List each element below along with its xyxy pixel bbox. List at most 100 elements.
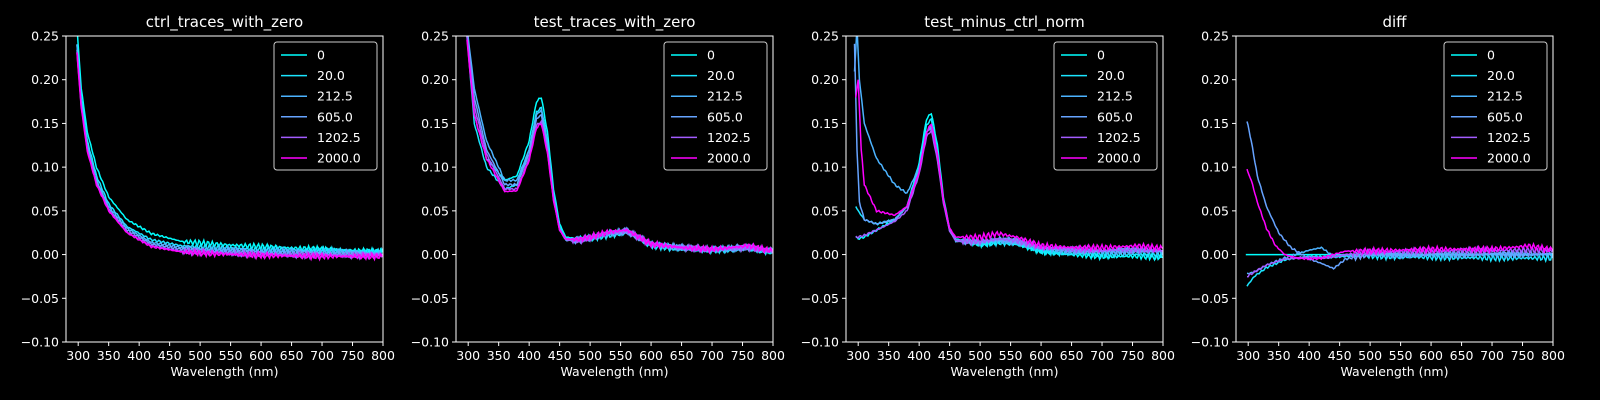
x-tick-label: 450 [938,348,962,363]
y-tick-label: −0.10 [411,335,449,350]
y-tick-label: 0.00 [811,247,839,262]
x-tick-label: 800 [761,348,785,363]
y-tick-label: 0.25 [1201,29,1229,44]
legend-entry: 2000.0 [1487,151,1531,166]
series-line-2000-0 [466,39,773,255]
y-tick-label: 0.25 [811,29,839,44]
y-tick-label: 0.10 [421,160,449,175]
x-axis-label: Wavelength (nm) [951,364,1059,379]
x-axis-label: Wavelength (nm) [561,364,669,379]
x-tick-label: 450 [1328,348,1352,363]
legend-entry: 20.0 [1097,68,1125,83]
y-tick-label: 0.00 [421,247,449,262]
y-tick-label: 0.05 [421,203,449,218]
legend-entry: 212.5 [707,89,743,104]
x-tick-label: 350 [97,348,121,363]
series-group [853,36,1163,262]
x-tick-label: 750 [1121,348,1145,363]
legend: 0 20.0 212.5 605.0 1202.5 2000.0 [663,41,768,171]
y-tick-label: −0.10 [801,335,839,350]
y-tick-label: 0.10 [811,160,839,175]
x-tick-label: 700 [700,348,724,363]
y-tick-label: 0.10 [1201,160,1229,175]
y-tick-label: 0.25 [31,29,59,44]
legend-entry: 212.5 [1487,89,1523,104]
x-tick-label: 400 [1297,348,1321,363]
chart-panel-1: ctrl_traces_with_zero −0.10 −0.05 0.00 0.05 0… [21,13,395,379]
x-tick-label: 700 [310,348,334,363]
axes-frame [845,35,1164,343]
x-tick-label: 400 [517,348,541,363]
legend-entry: 1202.5 [707,130,751,145]
legend-entry: 2000.0 [317,151,361,166]
legend-entry: 20.0 [317,68,345,83]
x-tick-label: 500 [188,348,212,363]
x-tick-label: 650 [280,348,304,363]
axes-frame [1235,35,1554,343]
legend-entry: 1202.5 [1487,130,1531,145]
x-tick-label: 700 [1480,348,1504,363]
legend-entry: 1202.5 [1097,130,1141,145]
x-tick-label: 550 [219,348,243,363]
y-tick-label: −0.05 [21,291,59,306]
chart-panel-2: test_traces_with_zero −0.10 −0.05 0.00 0.05 0… [411,13,785,379]
x-tick-label: 300 [1236,348,1260,363]
chart-title: test_traces_with_zero [534,13,696,32]
legend-entry: 605.0 [707,109,743,124]
legend-entry: 605.0 [1097,109,1133,124]
x-tick-label: 300 [846,348,870,363]
x-tick-label: 750 [341,348,365,363]
legend: 0 20.0 212.5 605.0 1202.5 2000.0 [1443,41,1548,171]
y-tick-label: 0.25 [421,29,449,44]
y-tick-label: 0.05 [31,203,59,218]
y-tick-label: −0.10 [1191,335,1229,350]
series-group [466,36,773,257]
x-tick-label: 700 [1090,348,1114,363]
x-tick-label: 450 [158,348,182,363]
series-group [76,36,383,262]
series-line-2000-0 [1246,168,1553,261]
x-tick-label: 500 [968,348,992,363]
x-tick-label: 450 [548,348,572,363]
legend-entry: 0 [317,48,325,63]
legend: 0 20.0 212.5 605.0 1202.5 2000.0 [273,41,378,171]
series-line-0 [76,36,383,257]
x-tick-label: 500 [578,348,602,363]
legend-entry: 1202.5 [317,130,361,145]
legend-entry: 0 [707,48,715,63]
legend-entry: 0 [1487,48,1495,63]
x-tick-label: 750 [731,348,755,363]
x-tick-label: 600 [1419,348,1443,363]
x-tick-label: 350 [487,348,511,363]
x-axis-label: Wavelength (nm) [171,364,279,379]
x-tick-label: 300 [66,348,90,363]
x-tick-label: 800 [1151,348,1175,363]
legend-entry: 2000.0 [707,151,751,166]
y-tick-label: 0.15 [1201,116,1229,131]
axes-frame [455,35,774,343]
x-tick-label: 800 [371,348,395,363]
chart-panel-4: diff −0.10 −0.05 0.00 0.05 0.10 0.15 0.20 0.25 30… [1191,13,1565,379]
y-tick-label: −0.05 [411,291,449,306]
x-tick-label: 600 [249,348,273,363]
x-tick-label: 650 [670,348,694,363]
legend-entry: 2000.0 [1097,151,1141,166]
y-tick-label: 0.15 [421,116,449,131]
series-line-1202-5 [855,127,1163,255]
y-tick-label: 0.20 [421,72,449,87]
legend-entry: 605.0 [1487,109,1523,124]
chart-title: test_minus_ctrl_norm [924,13,1085,32]
series-line-1202-5 [1246,244,1553,278]
x-tick-label: 550 [1389,348,1413,363]
y-tick-label: 0.05 [811,203,839,218]
chart-title: ctrl_traces_with_zero [146,13,303,32]
x-tick-label: 750 [1511,348,1535,363]
legend-entry: 20.0 [707,68,735,83]
y-tick-label: −0.05 [801,291,839,306]
x-tick-label: 800 [1541,348,1565,363]
y-tick-label: 0.15 [31,116,59,131]
y-tick-label: 0.00 [1201,247,1229,262]
axes-frame [65,35,384,343]
y-tick-label: 0.20 [1201,72,1229,87]
